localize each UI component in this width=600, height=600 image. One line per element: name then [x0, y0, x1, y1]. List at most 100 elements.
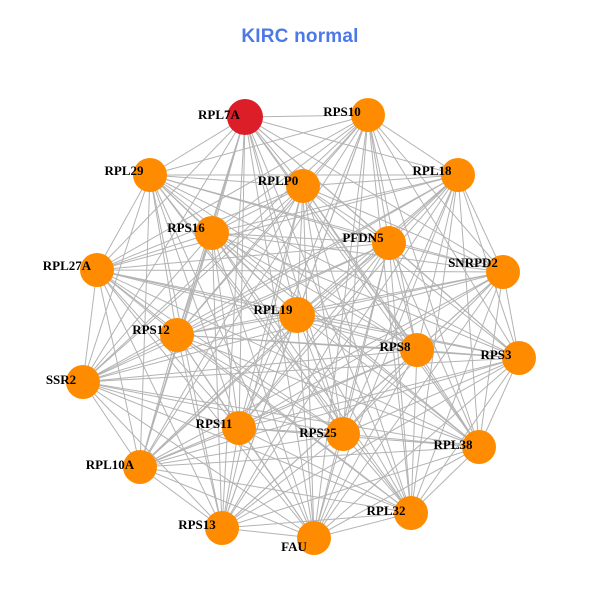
- network-node-rps16[interactable]: RPS16: [167, 216, 229, 250]
- network-edge: [139, 466, 412, 514]
- network-edge: [342, 357, 520, 435]
- node-circle[interactable]: [205, 511, 239, 545]
- network-node-rpl18[interactable]: RPL18: [413, 158, 476, 192]
- node-circle[interactable]: [400, 333, 434, 367]
- network-node-rps8[interactable]: RPS8: [379, 333, 434, 367]
- network-node-rps10[interactable]: RPS10: [323, 98, 385, 132]
- node-circle[interactable]: [394, 496, 428, 530]
- network-edge: [176, 334, 520, 359]
- network-edge: [313, 174, 459, 539]
- network-edge: [139, 427, 240, 468]
- network-edge: [96, 116, 246, 271]
- network-edge: [410, 271, 504, 514]
- network-edge: [238, 242, 390, 429]
- node-label: RPS16: [167, 220, 205, 235]
- network-edge: [96, 269, 504, 273]
- network-node-rpl38[interactable]: RPL38: [434, 430, 497, 464]
- node-circle[interactable]: [441, 158, 475, 192]
- node-circle[interactable]: [133, 158, 167, 192]
- network-edge: [211, 232, 390, 244]
- network-edge: [238, 427, 412, 514]
- network-edge: [211, 232, 480, 448]
- node-label: RPS3: [480, 347, 512, 362]
- network-edge: [313, 357, 520, 539]
- network-edge: [221, 433, 344, 529]
- network-edge: [238, 427, 315, 539]
- node-circle[interactable]: [195, 216, 229, 250]
- network-edge: [82, 269, 98, 383]
- network-edge: [176, 174, 459, 336]
- network-edge: [296, 314, 412, 514]
- node-circle[interactable]: [80, 253, 114, 287]
- network-edge: [313, 242, 390, 539]
- network-edge: [139, 357, 520, 468]
- node-circle[interactable]: [286, 169, 320, 203]
- network-edge: [149, 174, 223, 529]
- edges-layer: [82, 114, 520, 539]
- network-edge: [313, 349, 418, 539]
- network-node-ssr2[interactable]: SSR2: [46, 365, 100, 399]
- network-edge: [296, 314, 480, 448]
- network-node-snrpd2[interactable]: SNRPD2: [448, 255, 520, 289]
- network-node-rps25[interactable]: RPS25: [299, 417, 360, 451]
- network-node-pfdn5[interactable]: PFDN5: [342, 226, 406, 260]
- network-edge: [82, 185, 304, 383]
- network-edge: [221, 242, 390, 529]
- network-edge: [342, 433, 412, 514]
- network-node-rps3[interactable]: RPS3: [480, 341, 536, 375]
- network-edge: [296, 185, 304, 316]
- node-circle[interactable]: [279, 297, 315, 333]
- network-edge: [342, 174, 459, 435]
- network-node-rps11[interactable]: RPS11: [196, 411, 256, 445]
- network-edge: [211, 232, 418, 351]
- network-edge: [367, 114, 390, 244]
- network-node-rps13[interactable]: RPS13: [178, 511, 239, 545]
- network-edge: [410, 174, 459, 514]
- network-node-rplp0[interactable]: RPLP0: [258, 169, 320, 203]
- node-label: PFDN5: [342, 230, 384, 245]
- node-label: RPS12: [132, 322, 170, 337]
- network-edge: [388, 242, 504, 273]
- network-edge: [139, 334, 178, 468]
- network-edge: [388, 242, 412, 514]
- node-label: RPLP0: [258, 173, 298, 188]
- network-edge: [96, 232, 213, 271]
- node-circle[interactable]: [160, 318, 194, 352]
- network-node-fau[interactable]: FAU: [281, 521, 331, 555]
- network-edge: [457, 174, 504, 273]
- node-label: SSR2: [46, 372, 76, 387]
- node-label: RPL7A: [198, 107, 241, 122]
- network-node-rpl10a[interactable]: RPL10A: [86, 450, 157, 484]
- network-edge: [416, 349, 520, 359]
- network-edge: [96, 174, 151, 271]
- network-edge: [211, 114, 369, 234]
- network-node-rps12[interactable]: RPS12: [132, 318, 194, 352]
- network-edge: [211, 232, 315, 539]
- node-circle[interactable]: [326, 417, 360, 451]
- node-circle[interactable]: [222, 411, 256, 445]
- node-circle[interactable]: [486, 255, 520, 289]
- network-edge: [176, 334, 480, 448]
- node-circle[interactable]: [297, 521, 331, 555]
- network-node-rpl32[interactable]: RPL32: [367, 496, 429, 530]
- node-circle[interactable]: [372, 226, 406, 260]
- node-label: SNRPD2: [448, 255, 498, 270]
- node-circle[interactable]: [502, 341, 536, 375]
- network-node-rpl29[interactable]: RPL29: [105, 158, 168, 192]
- network-edge: [302, 185, 504, 273]
- network-node-rpl19[interactable]: RPL19: [254, 297, 316, 333]
- network-edge: [82, 116, 246, 383]
- network-node-rpl27a[interactable]: RPL27A: [43, 253, 114, 287]
- node-circle[interactable]: [351, 98, 385, 132]
- network-edge: [82, 242, 390, 383]
- node-circle[interactable]: [227, 99, 263, 135]
- node-circle[interactable]: [123, 450, 157, 484]
- network-edge: [367, 114, 459, 176]
- network-edge: [82, 357, 520, 383]
- node-circle[interactable]: [462, 430, 496, 464]
- network-edge: [221, 512, 412, 529]
- network-edge: [410, 349, 418, 514]
- network-node-rpl7a[interactable]: RPL7A: [198, 99, 263, 135]
- node-circle[interactable]: [66, 365, 100, 399]
